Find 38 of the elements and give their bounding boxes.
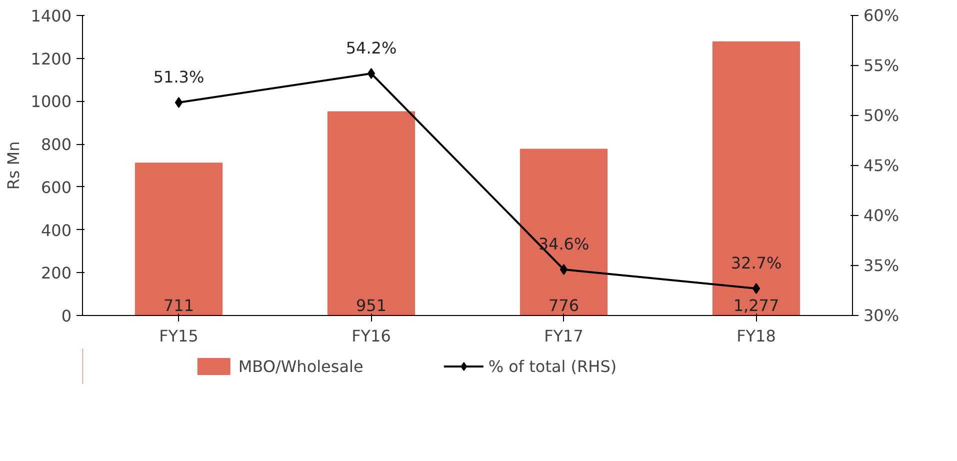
x-tick-label: FY16 <box>352 326 391 346</box>
y-tick-label: 1400 <box>30 6 72 26</box>
x-tick-label: FY18 <box>736 326 776 346</box>
y-tick-label: 400 <box>40 220 72 240</box>
y2-tick-label: 50% <box>864 106 900 125</box>
data-label: 51.3% <box>153 68 204 86</box>
legend-label: MBO/Wholesale <box>238 356 364 376</box>
legend-label: % of total (RHS) <box>488 356 617 376</box>
point <box>367 68 376 79</box>
bar <box>134 162 223 316</box>
point <box>174 97 183 108</box>
data-label: 32.7% <box>730 254 782 272</box>
point <box>752 283 760 294</box>
y-tick-label: 1200 <box>30 49 72 68</box>
y2-tick-label: 35% <box>864 256 900 275</box>
y-tick-label: 0 <box>61 306 72 326</box>
data-label: 951 <box>356 296 387 315</box>
data-label: 711 <box>163 296 194 315</box>
y2-tick-label: 45% <box>864 156 900 175</box>
data-label: 1,277 <box>733 296 780 315</box>
y-tick-label: 1000 <box>30 92 72 112</box>
data-label: 54.2% <box>346 38 397 58</box>
y2-tick-label: 40% <box>864 206 900 225</box>
bar <box>712 41 800 316</box>
y-tick-label: 600 <box>40 178 72 197</box>
y2-tick-label: 30% <box>864 306 900 325</box>
y2-tick-label: 60% <box>864 6 900 25</box>
y-axis-title: Rs Mn <box>4 141 23 190</box>
x-tick-label: FY15 <box>159 326 198 346</box>
data-label: 34.6% <box>538 234 590 254</box>
bar <box>520 148 608 316</box>
data-label: 776 <box>548 296 580 315</box>
y2-tick-label: 55% <box>864 56 900 75</box>
point <box>560 264 568 275</box>
y-tick-label: 800 <box>40 135 72 154</box>
x-tick-label: FY17 <box>544 326 584 346</box>
bar <box>327 111 416 316</box>
y-tick-label: 200 <box>40 264 72 283</box>
